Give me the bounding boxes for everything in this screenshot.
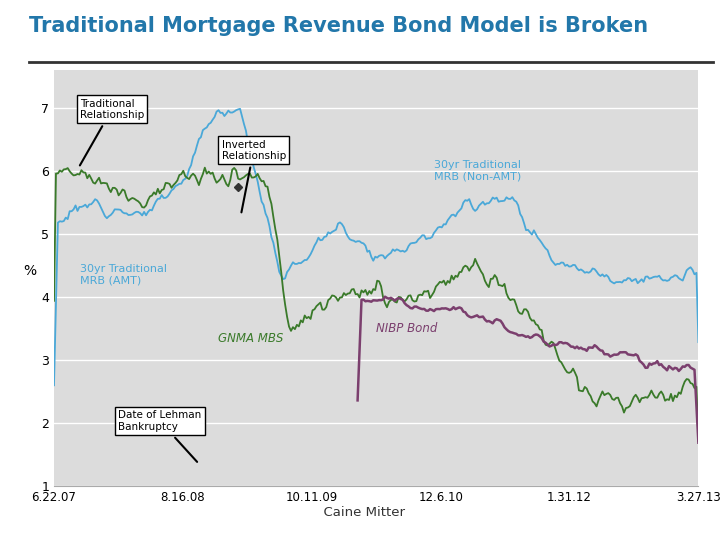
Text: Caine Mitter: Caine Mitter <box>315 507 405 519</box>
Text: Traditional Mortgage Revenue Bond Model is Broken: Traditional Mortgage Revenue Bond Model … <box>29 16 648 36</box>
Text: Inverted
Relationship: Inverted Relationship <box>222 139 286 212</box>
Text: Date of Lehman
Bankruptcy: Date of Lehman Bankruptcy <box>118 410 202 462</box>
Text: GNMA MBS: GNMA MBS <box>218 332 284 345</box>
Text: 30yr Traditional
MRB (AMT): 30yr Traditional MRB (AMT) <box>80 264 167 286</box>
Text: Traditional
Relationship: Traditional Relationship <box>80 98 144 165</box>
Y-axis label: %: % <box>24 264 37 278</box>
Text: 30yr Traditional
MRB (Non-AMT): 30yr Traditional MRB (Non-AMT) <box>434 160 521 181</box>
Text: NIBP Bond: NIBP Bond <box>376 322 438 335</box>
